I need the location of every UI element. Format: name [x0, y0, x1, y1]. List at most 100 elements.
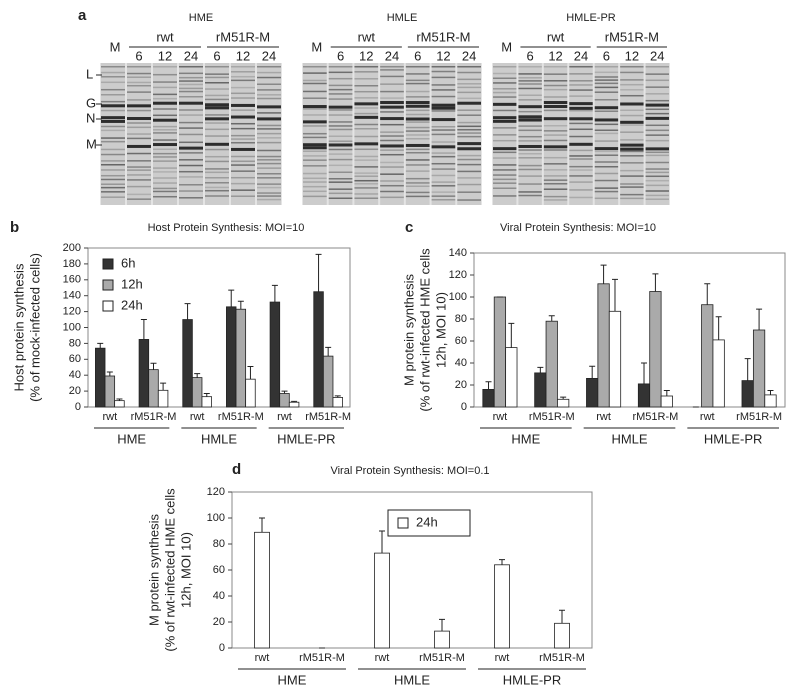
gel-band	[354, 102, 379, 106]
gel-band	[645, 116, 669, 120]
gel-band	[179, 72, 203, 75]
bar	[254, 531, 270, 649]
group-label: HME	[278, 672, 307, 687]
gel-band	[431, 199, 456, 201]
gel-band	[179, 197, 203, 199]
gel-band	[431, 129, 456, 131]
gel-band	[257, 124, 281, 127]
bar	[191, 377, 203, 408]
gel-group-label: rM51R-M	[605, 29, 659, 44]
gel-band	[153, 114, 177, 117]
gel-band	[328, 164, 353, 167]
gel-band	[257, 141, 281, 144]
gel-band	[645, 73, 669, 75]
gel-band	[645, 161, 669, 164]
y-tick-label: 60	[69, 353, 81, 365]
gel-band	[405, 148, 430, 151]
y-axis-label: 12h, MOI 10)	[433, 292, 448, 368]
gel-band	[620, 186, 644, 188]
gel-band	[205, 195, 229, 197]
bar	[534, 372, 547, 408]
error-bar	[548, 315, 555, 322]
gel-band	[328, 153, 353, 155]
gel-time-label: 6	[603, 48, 610, 63]
gel-band	[405, 195, 430, 198]
bar	[482, 388, 495, 408]
gel-band	[380, 75, 404, 78]
gel-band	[101, 119, 125, 123]
gel-band	[645, 93, 669, 95]
gel-band	[354, 159, 379, 161]
gel-band	[518, 99, 542, 101]
group-label: HMLE-PR	[503, 672, 562, 687]
error-bar	[203, 392, 210, 397]
gel-band	[153, 73, 177, 76]
gel-band	[101, 125, 125, 128]
gel-band	[101, 88, 125, 91]
gel-band	[493, 139, 517, 142]
gel-band	[257, 83, 281, 86]
gel-band	[328, 66, 353, 68]
gel-band	[543, 96, 568, 98]
gel-band	[457, 199, 481, 201]
gel-band	[457, 91, 481, 94]
gel-time-label: 6	[414, 48, 421, 63]
gel-band	[127, 66, 151, 68]
gel-marker-label: L	[86, 66, 93, 81]
gel-band	[303, 82, 327, 85]
bar	[494, 564, 510, 649]
error-bar	[194, 373, 201, 378]
gel-band	[380, 66, 404, 68]
gel-band	[354, 66, 379, 68]
y-tick-label: 20	[455, 379, 467, 391]
gel-band	[153, 152, 177, 155]
gel-group-label: rwt	[547, 29, 565, 44]
gel-band	[518, 194, 542, 197]
gel-band	[231, 134, 255, 137]
gel-band	[303, 132, 327, 135]
y-tick-label: 100	[449, 291, 467, 303]
gel-band	[543, 80, 568, 82]
gel-band	[431, 66, 456, 68]
gel-band	[127, 169, 151, 171]
bar	[637, 383, 651, 408]
error-bar	[259, 517, 265, 533]
gel-band	[380, 149, 404, 151]
gel-band	[380, 117, 404, 121]
error-bar	[97, 342, 104, 349]
gel-lane	[457, 63, 481, 205]
gel-band	[431, 168, 456, 170]
gel-band	[153, 101, 177, 105]
y-axis-label: M protein synthesis	[146, 514, 161, 626]
gel-band	[405, 90, 430, 93]
gel-band	[179, 114, 203, 116]
gel-band	[518, 77, 542, 79]
gel-band	[620, 193, 644, 196]
gel-band	[205, 103, 229, 107]
error-bar	[744, 358, 751, 381]
error-bar	[439, 618, 445, 632]
gel-band	[518, 149, 542, 151]
y-axis-label: 12h, MOI 10)	[178, 532, 193, 608]
bar	[313, 291, 324, 408]
gel-band	[354, 112, 379, 115]
gel-band	[205, 66, 229, 68]
x-tick-label: rwt	[700, 411, 715, 423]
gel-band	[257, 177, 281, 179]
gel-band	[328, 125, 353, 127]
y-tick-label: 20	[213, 616, 225, 628]
gel-band	[179, 121, 203, 124]
gel-band	[543, 188, 568, 190]
gel-time-label: 24	[462, 48, 476, 63]
y-axis-label: (% of mock-infected cells)	[27, 253, 42, 402]
gel-time-label: 12	[359, 48, 373, 63]
gel-band	[518, 152, 542, 155]
gel-band	[645, 147, 669, 151]
y-tick-label: 120	[207, 486, 225, 498]
error-bar	[291, 400, 298, 403]
group-label: HMLE-PR	[704, 431, 763, 446]
gel-band	[431, 195, 456, 197]
gel-band	[127, 84, 151, 87]
gel-band	[543, 163, 568, 165]
gel-band	[493, 127, 517, 129]
